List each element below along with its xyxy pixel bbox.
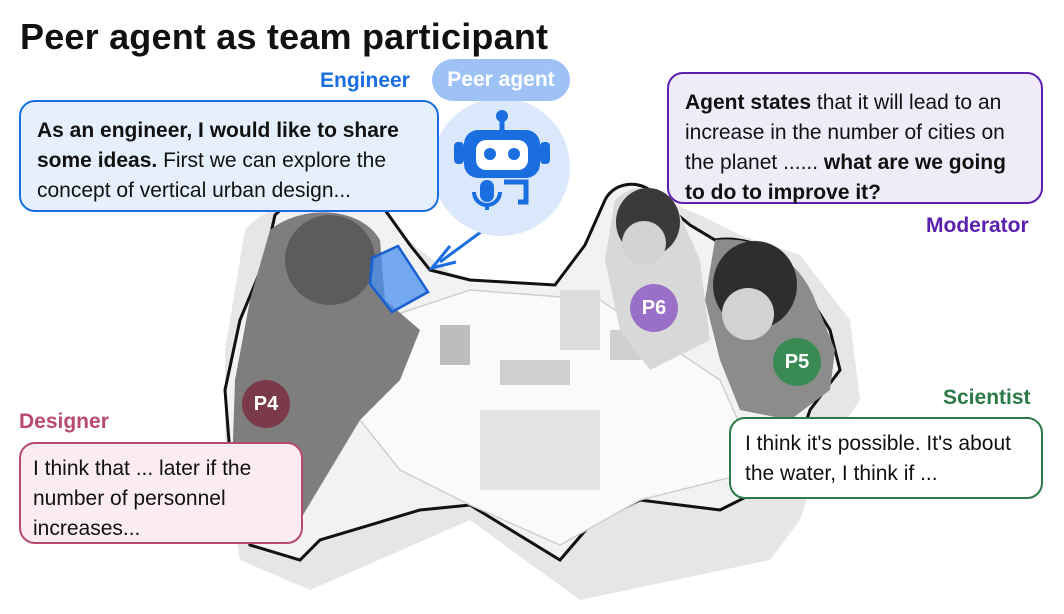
moderator-speech-bubble: Agent states that it will lead to an inc… xyxy=(667,72,1043,204)
peer-agent-label: Peer agent xyxy=(432,59,570,101)
moderator-role-label: Moderator xyxy=(926,214,1029,237)
designer-text: I think that ... later if the number of … xyxy=(33,457,252,540)
agent-arrow-head xyxy=(427,245,457,271)
person-p4-head xyxy=(285,215,375,305)
moderator-text: that it will lead to an increase in the … xyxy=(685,91,1005,174)
moderator-bold-text-1: Agent states xyxy=(685,91,812,114)
scientist-role-label: Scientist xyxy=(943,386,1031,409)
engineer-text: First we can explore the concept of vert… xyxy=(37,149,386,202)
scientist-speech-bubble: I think it's possible. It's about the wa… xyxy=(729,417,1043,499)
participant-badge-p6: P6 xyxy=(630,284,678,332)
table-item xyxy=(560,290,600,350)
designer-speech-bubble: I think that ... later if the number of … xyxy=(19,442,303,544)
moderator-bold-text-2: what are we going to do to improve it? xyxy=(685,151,1006,204)
scientist-text: I think it's possible. It's about the wa… xyxy=(745,432,1011,485)
engineer-bold-text: As an engineer, I would like to share so… xyxy=(37,119,399,172)
engineer-speech-bubble: As an engineer, I would like to share so… xyxy=(19,100,439,212)
table-item xyxy=(500,360,570,385)
designer-role-label: Designer xyxy=(19,410,109,433)
face-blur-p6 xyxy=(622,221,666,265)
participant-badge-p5: P5 xyxy=(773,338,821,386)
robot-with-microphone-icon xyxy=(454,110,550,210)
engineer-role-label: Engineer xyxy=(320,69,410,92)
table-item xyxy=(440,325,470,365)
participant-badge-p4: P4 xyxy=(242,380,290,428)
face-blur-p5 xyxy=(722,288,774,340)
table-item xyxy=(480,410,600,490)
tablet-device xyxy=(368,244,430,314)
page-title: Peer agent as team participant xyxy=(20,16,549,57)
